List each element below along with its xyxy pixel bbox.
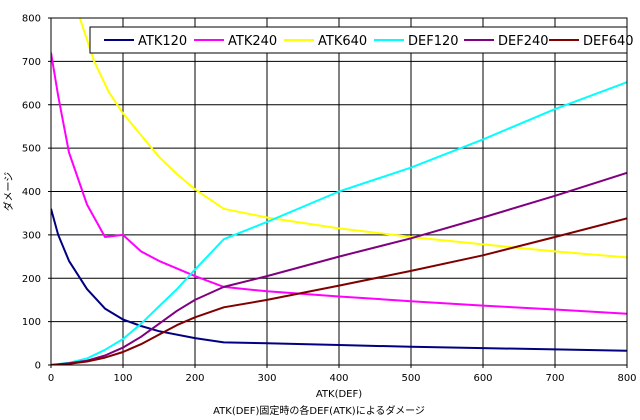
y-tick-label: 800	[22, 14, 41, 25]
x-tick-label: 400	[329, 373, 348, 384]
y-tick-label: 700	[22, 57, 41, 68]
x-tick-label: 800	[617, 373, 636, 384]
y-tick-label: 100	[22, 317, 41, 328]
x-tick-label: 700	[545, 373, 564, 384]
x-tick-label: 500	[401, 373, 420, 384]
y-tick-label: 400	[22, 187, 41, 198]
legend-label-atk640: ATK640	[318, 34, 367, 49]
series-line-def640	[51, 217, 627, 365]
y-tick-label: 300	[22, 230, 41, 241]
x-axis-label: ATK(DEF)	[316, 389, 362, 400]
legend-label-def640: DEF640	[583, 34, 634, 49]
series-group	[51, 18, 627, 365]
legend-label-def120: DEF120	[408, 34, 459, 49]
y-tick-label: 200	[22, 274, 41, 285]
legend-box	[89, 26, 628, 54]
x-tick-label: 0	[48, 373, 54, 384]
legend-label-def240: DEF240	[498, 34, 549, 49]
x-axis-ticks: 0 100 200 300 400 500 600 700 800	[48, 365, 637, 384]
chart-caption: ATK(DEF)固定時の各DEF(ATK)によるダメージ	[213, 404, 425, 417]
y-tick-label: 500	[22, 144, 41, 155]
y-axis-label: ダメージ	[2, 172, 15, 212]
y-tick-label: 0	[35, 361, 41, 372]
legend-label-atk240: ATK240	[228, 34, 277, 49]
x-tick-label: 600	[473, 373, 492, 384]
legend: ATK120 ATK240 ATK640 DEF120 DEF240 DEF640	[89, 26, 634, 54]
series-line-atk640	[78, 18, 627, 259]
x-tick-label: 200	[185, 373, 204, 384]
y-tick-label: 600	[22, 100, 41, 111]
series-line-atk240	[51, 52, 627, 315]
series-line-atk120	[51, 208, 627, 352]
x-tick-label: 300	[257, 373, 276, 384]
y-axis-ticks: 0 100 200 300 400 500 600 700 800	[22, 14, 51, 372]
legend-label-atk120: ATK120	[138, 34, 187, 49]
series-line-def240	[51, 171, 627, 365]
x-tick-label: 100	[113, 373, 132, 384]
series-line-def120	[51, 81, 627, 365]
